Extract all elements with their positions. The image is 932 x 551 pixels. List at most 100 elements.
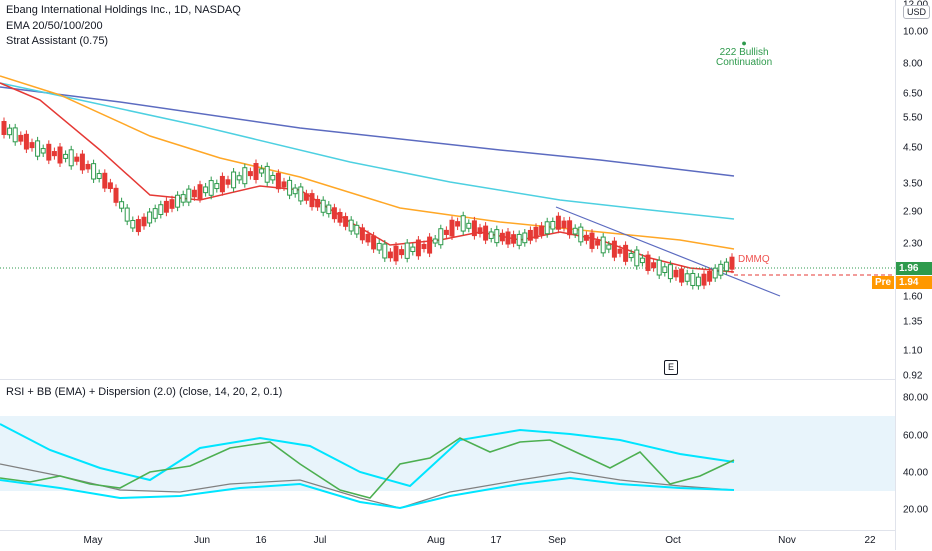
candle-body xyxy=(337,211,343,223)
rsi-indicator-legend[interactable]: RSI + BB (EMA) + Dispersion (2.0) (close… xyxy=(6,386,283,398)
candle-body xyxy=(488,231,494,239)
candle-body xyxy=(348,219,354,232)
candle-body xyxy=(690,272,696,286)
candle-body xyxy=(7,127,13,136)
rsi-pane[interactable] xyxy=(0,380,895,530)
time-tick: 22 xyxy=(864,535,876,546)
candle-body xyxy=(539,225,545,236)
candle-body xyxy=(611,240,617,258)
candle-body xyxy=(432,238,438,244)
candle-body xyxy=(533,226,539,239)
time-tick: Oct xyxy=(665,535,681,546)
candle-body xyxy=(684,273,690,282)
candle-body xyxy=(365,233,371,243)
candle-body xyxy=(527,229,533,241)
strat-indicator-legend[interactable]: Strat Assistant (0.75) xyxy=(6,35,109,47)
price-chart-pane[interactable] xyxy=(0,0,895,379)
candle-body xyxy=(443,229,449,235)
candle-body xyxy=(729,256,735,270)
price-tick: 4.50 xyxy=(903,142,923,154)
candle-body xyxy=(645,254,651,271)
bullish-continuation-label: ● 222 Bullish Continuation xyxy=(716,38,773,68)
candle-body xyxy=(46,143,52,161)
candle-body xyxy=(270,174,276,181)
candle-body xyxy=(175,194,181,208)
candle-body xyxy=(315,198,321,208)
time-tick: Sep xyxy=(548,535,566,546)
candle-body xyxy=(135,219,141,233)
candle-body xyxy=(57,146,63,164)
candle-body xyxy=(85,163,91,170)
rsi-tick: 80.00 xyxy=(903,392,929,404)
candle-body xyxy=(656,259,662,276)
price-tick: 3.50 xyxy=(903,178,923,190)
candle-body xyxy=(634,249,640,267)
candle-body xyxy=(404,242,410,259)
rsi-background-band xyxy=(0,416,895,491)
candle-body xyxy=(96,173,102,179)
candle-body xyxy=(701,273,707,286)
candle-body xyxy=(18,134,24,142)
candle-body xyxy=(231,171,237,189)
bullish-line2: Continuation xyxy=(716,57,773,68)
candle-body xyxy=(141,216,147,227)
bb-lower-band xyxy=(0,476,735,510)
ema-indicator-legend[interactable]: EMA 20/50/100/200 xyxy=(6,20,103,32)
candle-body xyxy=(180,194,186,203)
candle-body xyxy=(63,153,69,159)
candle-body xyxy=(471,220,477,237)
rsi-chart-canvas[interactable] xyxy=(0,380,895,530)
candle-body xyxy=(399,249,405,256)
candle-body xyxy=(505,231,511,245)
candle-body xyxy=(393,245,399,262)
candle-body xyxy=(298,186,304,202)
candle-body xyxy=(623,244,629,262)
price-scale[interactable]: 12.00 10.00 8.00 6.50 5.50 4.50 3.50 2.9… xyxy=(895,0,932,550)
pane-separator[interactable] xyxy=(0,379,932,380)
time-tick: Nov xyxy=(778,535,796,546)
candle-body xyxy=(247,171,253,177)
time-scale[interactable]: May Jun 16 Jul Aug 17 Sep Oct Nov 22 xyxy=(0,530,895,551)
candle-body xyxy=(79,153,85,171)
candle-body xyxy=(281,181,287,188)
candle-body xyxy=(712,267,718,279)
earnings-marker[interactable]: E xyxy=(664,360,678,375)
candle-body xyxy=(331,207,337,220)
candle-body xyxy=(130,219,136,229)
ema100-line xyxy=(0,82,735,220)
price-chart-canvas[interactable] xyxy=(0,0,895,379)
candle-body xyxy=(253,163,259,180)
candle-body xyxy=(578,226,584,243)
candle-body xyxy=(550,220,556,230)
candle-body xyxy=(107,182,113,190)
candle-body xyxy=(113,187,119,203)
candle-body xyxy=(561,220,567,229)
candle-body xyxy=(387,251,393,259)
candle-body xyxy=(438,228,444,246)
candle-body xyxy=(606,244,612,250)
candle-body xyxy=(617,248,623,254)
candle-body xyxy=(639,257,645,264)
ema50-line xyxy=(0,75,735,250)
candle-body xyxy=(74,156,80,162)
candle-body xyxy=(371,235,377,250)
candle-body xyxy=(483,225,489,241)
price-tick: 1.10 xyxy=(903,345,923,357)
candle-body xyxy=(522,232,528,244)
candle-body xyxy=(421,243,427,250)
candle-body xyxy=(68,149,74,167)
candle-body xyxy=(12,127,18,143)
candle-body xyxy=(287,179,293,196)
candle-body xyxy=(359,227,365,241)
candle-body xyxy=(326,204,332,215)
candle-body xyxy=(124,207,130,222)
time-tick: 16 xyxy=(255,535,267,546)
candle-body xyxy=(572,227,578,235)
ema20-line xyxy=(0,82,735,273)
symbol-title[interactable]: Ebang International Holdings Inc., 1D, N… xyxy=(6,4,241,16)
candle-body xyxy=(455,221,461,227)
currency-selector[interactable]: USD xyxy=(903,5,931,19)
candle-body xyxy=(651,262,657,269)
candle-body xyxy=(567,220,573,236)
candle-body xyxy=(343,216,349,227)
